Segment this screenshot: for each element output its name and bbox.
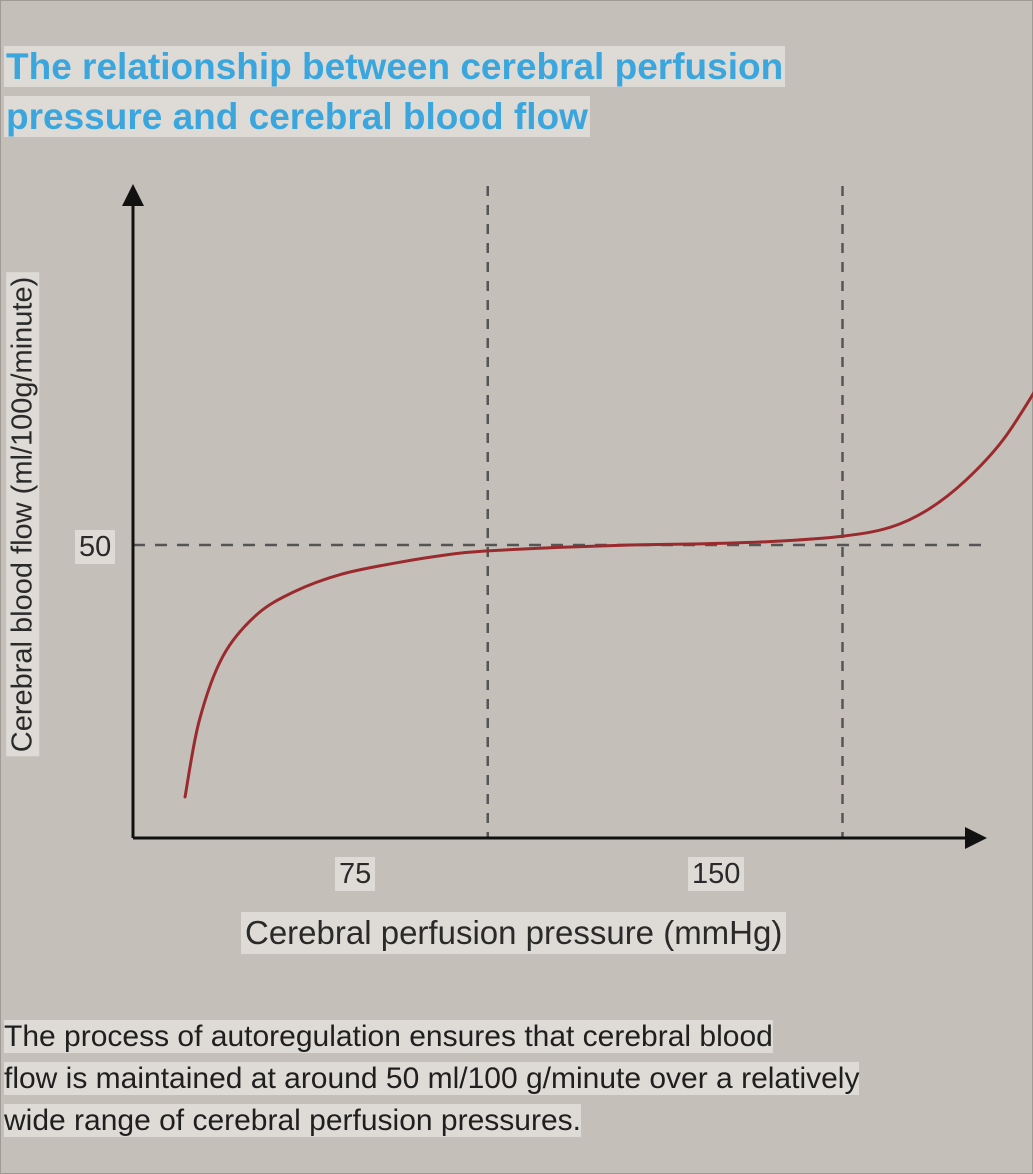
x-tick-label-75: 75 (335, 857, 376, 891)
series-line-0 (183, 391, 1033, 799)
y-axis-label-box: Cerebral blood flow (ml/100g/minute) (4, 188, 42, 840)
chart-title-line-1: The relationship between cerebral perfus… (4, 46, 786, 87)
y-axis-arrow (122, 184, 144, 206)
y-axis-label: Cerebral blood flow (ml/100g/minute) (6, 272, 40, 756)
x-axis-label: Cerebral perfusion pressure (mmHg) (241, 912, 787, 954)
chart-title: The relationship between cerebral perfus… (4, 42, 786, 142)
caption-line-1: The process of autoregulation ensures th… (4, 1020, 773, 1053)
reference-lines (133, 186, 988, 838)
line-chart (122, 184, 1033, 849)
axes (122, 184, 987, 849)
caption: The process of autoregulation ensures th… (4, 1016, 1024, 1142)
caption-line-2: flow is maintained at around 50 ml/100 g… (4, 1062, 860, 1095)
caption-line-3: wide range of cerebral perfusion pressur… (4, 1104, 581, 1137)
series (183, 391, 1033, 799)
y-tick-label-50: 50 (75, 530, 116, 564)
chart-area: Cerebral blood flow (ml/100g/minute) 50 … (4, 184, 1033, 954)
chart-title-line-2: pressure and cerebral blood flow (4, 96, 590, 137)
x-axis-arrow (965, 827, 987, 849)
x-tick-label-150: 150 (688, 857, 745, 891)
